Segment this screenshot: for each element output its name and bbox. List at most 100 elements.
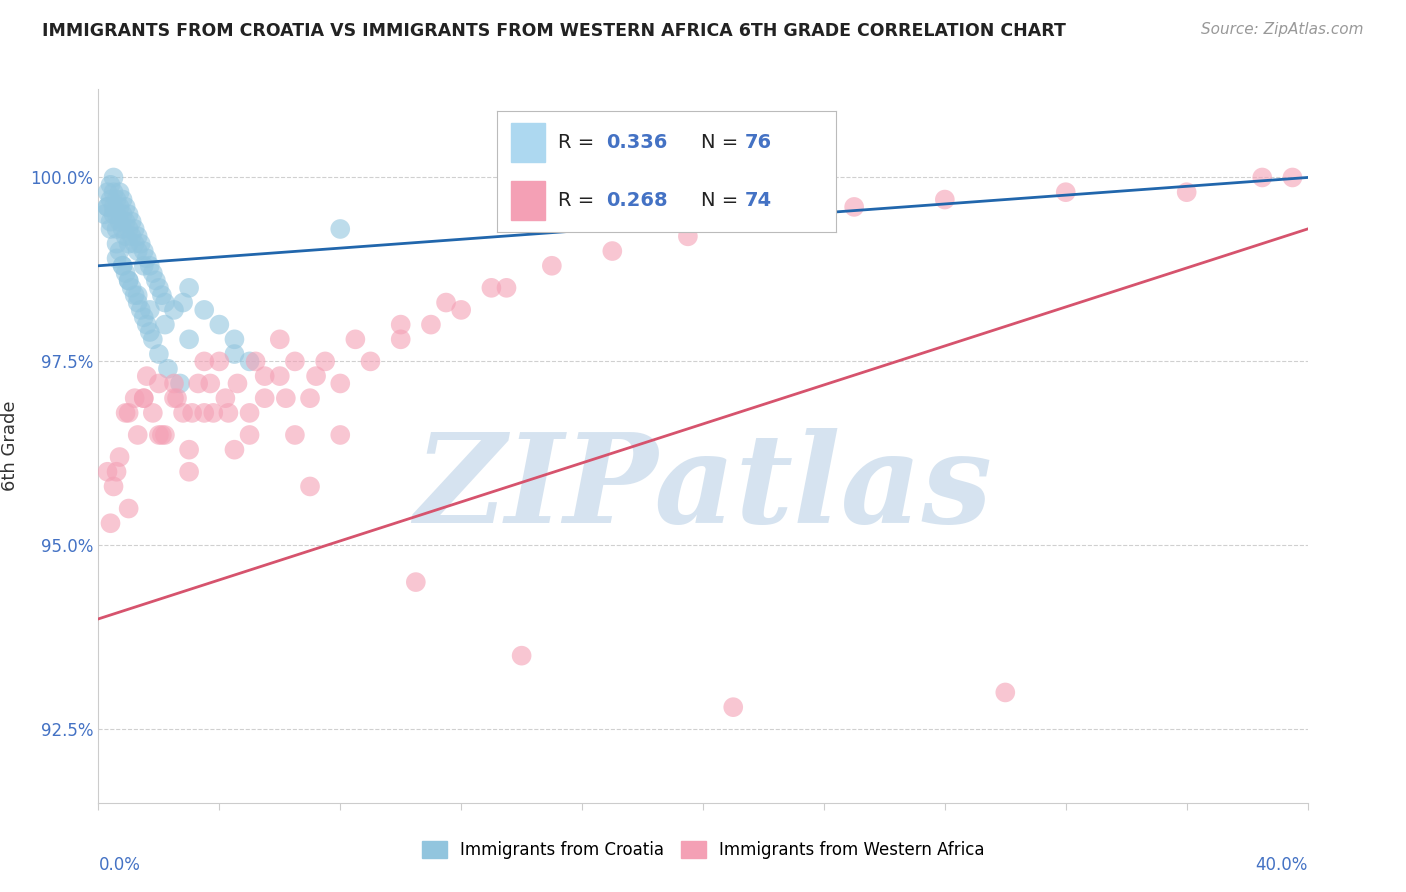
Point: [100, 222, 122, 236]
Point: [127, 229, 149, 244]
Point: [132, 310, 155, 325]
Point: [127, 295, 149, 310]
Point: [118, 222, 141, 236]
Point: [100, 214, 122, 228]
Point: [1175, 185, 1198, 199]
Point: [100, 516, 122, 531]
Point: [239, 406, 262, 420]
Point: [481, 281, 503, 295]
Point: [360, 354, 382, 368]
Point: [114, 214, 136, 228]
Point: [153, 318, 176, 332]
Point: [96, 200, 118, 214]
Point: [132, 244, 155, 258]
Text: 40.0%: 40.0%: [1256, 856, 1308, 874]
Point: [96, 200, 118, 214]
Point: [169, 376, 191, 391]
Y-axis label: 6th Grade: 6th Grade: [1, 401, 20, 491]
Point: [434, 295, 457, 310]
Point: [602, 244, 624, 258]
Point: [127, 428, 149, 442]
Point: [389, 332, 412, 346]
Point: [114, 200, 136, 214]
Point: [142, 406, 165, 420]
Point: [135, 252, 157, 266]
Point: [135, 369, 157, 384]
Point: [111, 207, 134, 221]
Point: [105, 465, 128, 479]
Point: [253, 369, 276, 384]
Legend: Immigrants from Croatia, Immigrants from Western Africa: Immigrants from Croatia, Immigrants from…: [415, 834, 991, 866]
Point: [166, 391, 188, 405]
Point: [172, 295, 194, 310]
Point: [148, 347, 170, 361]
Point: [179, 442, 201, 457]
Point: [329, 222, 352, 236]
Point: [148, 428, 170, 442]
Point: [245, 354, 267, 368]
Point: [96, 185, 118, 199]
Point: [179, 281, 201, 295]
Point: [150, 428, 173, 442]
Point: [329, 428, 352, 442]
Point: [405, 575, 427, 590]
Point: [103, 170, 125, 185]
Point: [299, 479, 322, 493]
Point: [329, 376, 352, 391]
Point: [139, 302, 162, 317]
Point: [193, 302, 215, 317]
Point: [217, 406, 239, 420]
Point: [1054, 185, 1077, 199]
Point: [121, 229, 143, 244]
Text: Source: ZipAtlas.com: Source: ZipAtlas.com: [1201, 22, 1364, 37]
Point: [193, 354, 215, 368]
Point: [145, 273, 167, 287]
Point: [187, 376, 209, 391]
Point: [752, 207, 775, 221]
Point: [111, 259, 134, 273]
Point: [163, 302, 186, 317]
Text: 0.0%: 0.0%: [98, 856, 141, 874]
Point: [111, 222, 134, 236]
Point: [127, 244, 149, 258]
Point: [111, 259, 134, 273]
Point: [118, 273, 141, 287]
Point: [118, 406, 141, 420]
Point: [108, 244, 131, 258]
Point: [129, 236, 152, 251]
Point: [114, 266, 136, 280]
Point: [103, 207, 125, 221]
Point: [132, 391, 155, 405]
Point: [124, 288, 146, 302]
Point: [844, 200, 866, 214]
Point: [103, 185, 125, 199]
Point: [723, 700, 745, 714]
Point: [108, 214, 131, 228]
Point: [193, 406, 215, 420]
Point: [153, 295, 176, 310]
Point: [344, 332, 367, 346]
Point: [163, 376, 186, 391]
Point: [132, 259, 155, 273]
Point: [139, 259, 162, 273]
Point: [105, 252, 128, 266]
Point: [103, 479, 125, 493]
Text: IMMIGRANTS FROM CROATIA VS IMMIGRANTS FROM WESTERN AFRICA 6TH GRADE CORRELATION : IMMIGRANTS FROM CROATIA VS IMMIGRANTS FR…: [42, 22, 1066, 40]
Point: [202, 406, 225, 420]
Point: [934, 193, 956, 207]
Point: [118, 236, 141, 251]
Point: [111, 193, 134, 207]
Point: [108, 450, 131, 464]
Point: [142, 332, 165, 346]
Point: [305, 369, 328, 384]
Point: [299, 391, 322, 405]
Point: [208, 318, 231, 332]
Point: [214, 391, 236, 405]
Point: [105, 222, 128, 236]
Point: [224, 442, 246, 457]
Point: [163, 391, 186, 405]
Point: [105, 193, 128, 207]
Point: [253, 391, 276, 405]
Point: [148, 376, 170, 391]
Point: [129, 302, 152, 317]
